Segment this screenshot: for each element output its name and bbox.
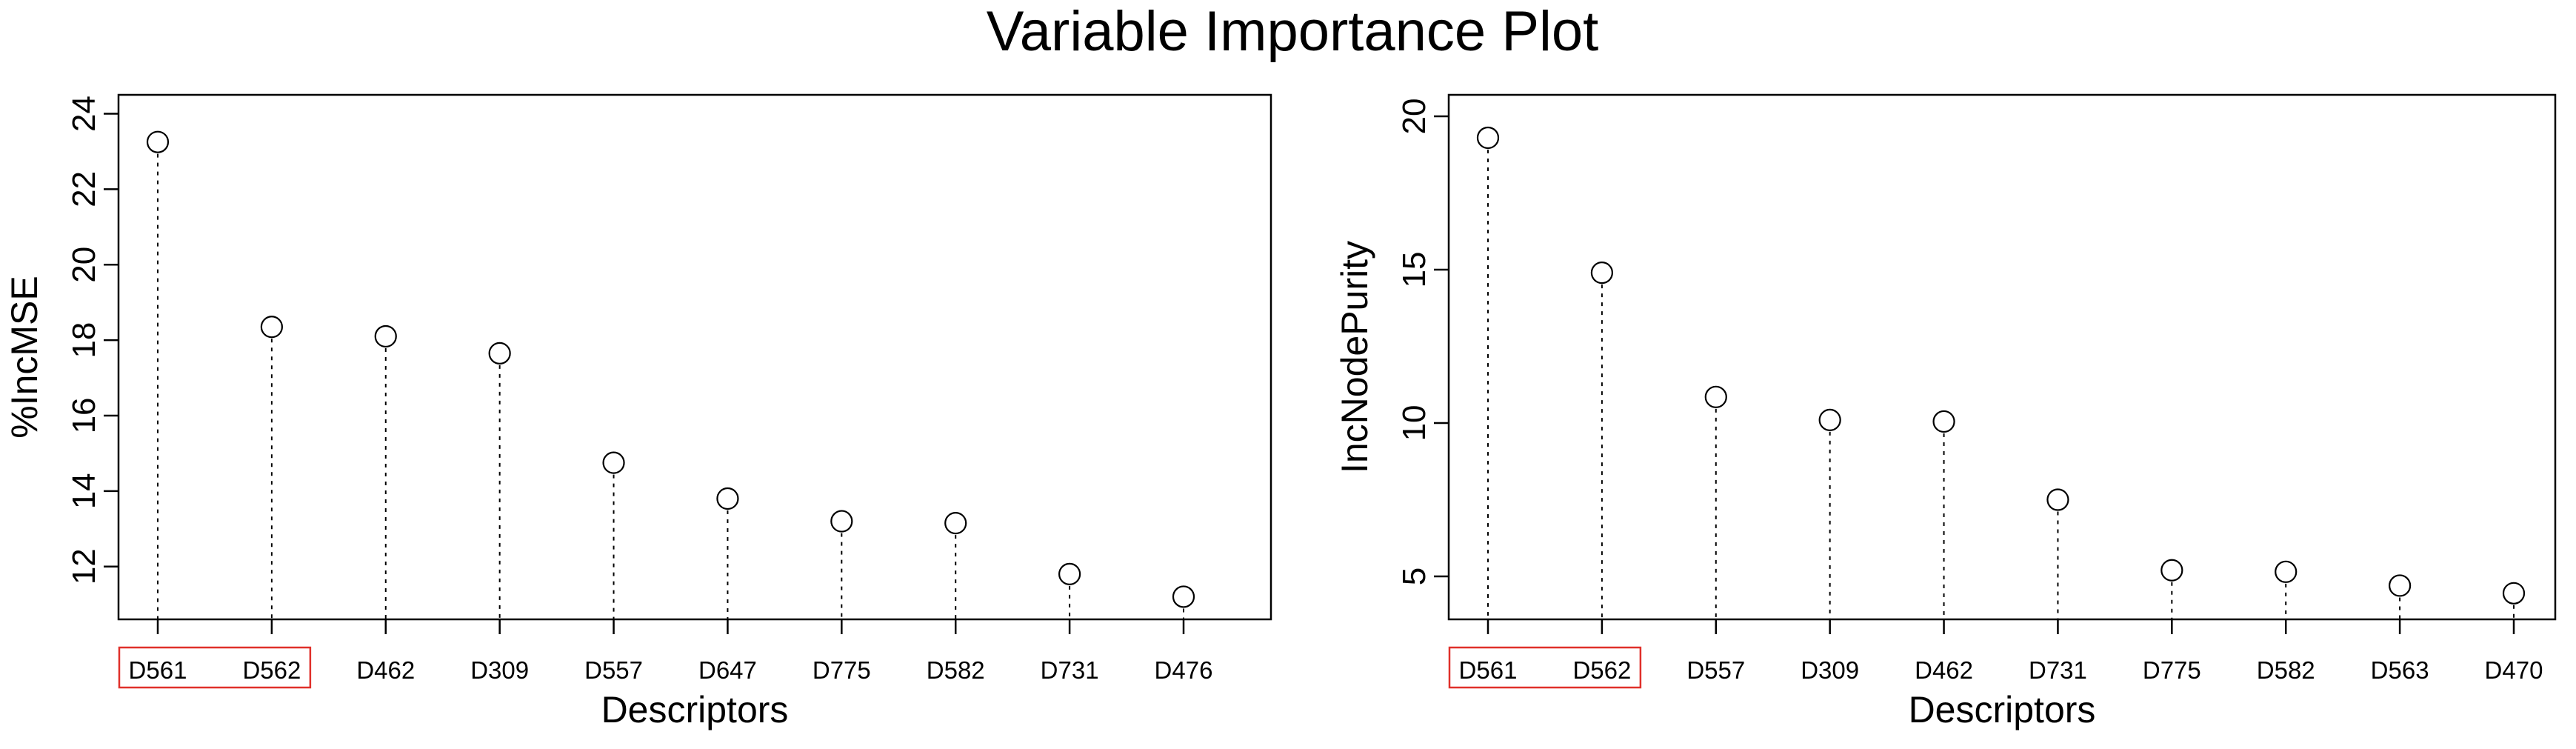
data-point [1476,126,1500,150]
data-point [146,130,170,153]
x-tick-label: D775 [2143,656,2201,684]
x-tick-label: D731 [2029,656,2087,684]
data-point [488,342,511,365]
plot-frame [117,93,1272,621]
y-tick-label: 20 [1396,99,1432,135]
data-point [944,512,967,535]
x-axis-label: Descriptors [1909,689,2096,730]
x-tick-label: D562 [1572,656,1631,684]
y-axis-label: IncNodePurity [1334,241,1375,473]
x-tick-label: D563 [2371,656,2429,684]
plot-frame [1447,93,2557,621]
x-tick-label: D561 [129,656,187,684]
y-tick-label: 10 [1396,405,1432,442]
chart-panel-left: 12 14 16 18 20 22 24 %IncMSE Descriptors D561 D562… [4,93,1272,730]
data-point [1932,410,1955,433]
y-tick-label: 16 [66,397,102,433]
x-tick-label: D462 [1915,656,1973,684]
y-tick-label: 14 [66,473,102,509]
x-tick-label: D775 [812,656,871,684]
y-tick-label: 20 [66,247,102,283]
data-point [830,510,853,533]
y-tick-label: 5 [1396,567,1432,585]
data-point [1172,585,1195,608]
figure-title: Variable Importance Plot [987,0,1599,63]
x-tick-label: D309 [470,656,529,684]
x-tick-label: D647 [698,656,757,684]
y-axis-label: %IncMSE [4,276,45,439]
y-tick-label: 18 [66,322,102,359]
x-tick-label: D470 [2485,656,2543,684]
highlight-box [118,646,312,689]
y-tick-label: 24 [66,96,102,132]
data-point [374,324,397,348]
data-point [2046,488,2069,511]
x-tick-label: D557 [1686,656,1745,684]
chart-panel-right: 5 10 15 20 IncNodePurity Descriptors D561 D562 D… [1334,93,2557,730]
data-point [2389,574,2412,597]
data-point [1704,385,1727,408]
x-tick-label: D562 [242,656,301,684]
x-tick-label: D462 [356,656,415,684]
data-point [260,316,283,339]
data-point [2502,582,2526,605]
data-point [602,451,625,474]
x-tick-label: D731 [1041,656,1099,684]
x-tick-label: D582 [927,656,985,684]
highlight-box [1448,646,1642,689]
y-tick-label: 12 [66,548,102,585]
data-point [2275,560,2298,583]
x-tick-label: D561 [1459,656,1518,684]
x-tick-label: D309 [1801,656,1859,684]
data-point [1058,562,1081,585]
data-point [1590,262,1613,284]
y-tick-label: 22 [66,171,102,207]
x-tick-label: D476 [1155,656,1213,684]
x-axis-label: Descriptors [601,689,789,730]
y-tick-label: 15 [1396,252,1432,288]
data-point [716,487,739,510]
data-point [2160,559,2183,582]
x-tick-label: D557 [584,656,643,684]
data-point [1818,408,1841,431]
x-tick-label: D582 [2257,656,2315,684]
